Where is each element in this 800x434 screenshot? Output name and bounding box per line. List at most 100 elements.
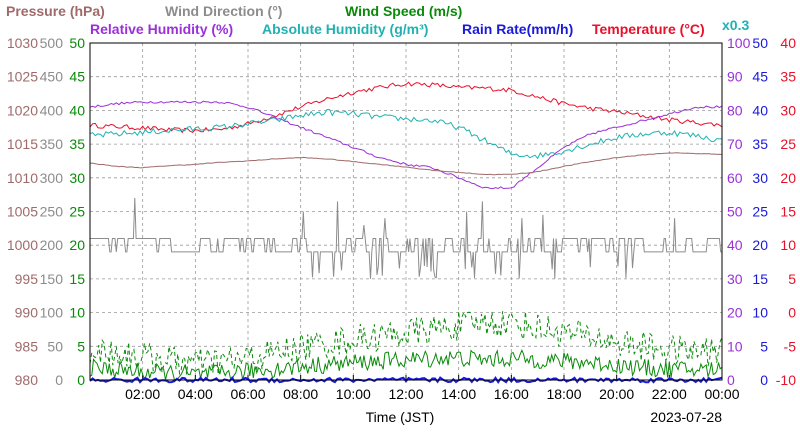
y-tick-wind_direction: 100 <box>40 305 64 321</box>
y-tick-rain_rate: 45 <box>752 69 768 85</box>
x-tick-label: 06:00 <box>230 386 265 402</box>
series-wind-speed-m-s <box>89 349 723 381</box>
y-tick-rain_rate: 25 <box>752 204 768 220</box>
y-tick-rain_rate: 0 <box>760 372 768 388</box>
y-tick-pressure: 1025 <box>7 69 38 85</box>
y-tick-rel_humidity: 70 <box>727 136 743 152</box>
y-tick-pressure: 985 <box>15 338 39 354</box>
plot-frame <box>89 42 723 381</box>
y-tick-rel_humidity: 60 <box>727 170 743 186</box>
y-tick-wind_speed: 40 <box>69 102 85 118</box>
x-axis: 02:00 04:00 06:00 08:00 10:00 12:00 14:00 16:00… <box>125 375 740 402</box>
y-tick-wind_speed: 5 <box>77 338 85 354</box>
x-tick-label: 08:00 <box>283 386 318 402</box>
y-tick-wind_direction: 300 <box>40 170 64 186</box>
y-tick-wind_speed: 35 <box>69 136 85 152</box>
series-absolute-humidity-g-m <box>89 108 723 160</box>
series-pressure-hpa <box>89 152 723 176</box>
y-tick-temperature: 35 <box>780 69 796 85</box>
x-tick-label: 10:00 <box>336 386 371 402</box>
y-tick-rain_rate: 35 <box>752 136 768 152</box>
legend-rain-rate: Rain Rate(mm/h) <box>462 21 573 37</box>
y-tick-temperature: 20 <box>780 170 796 186</box>
y-tick-rain_rate: 20 <box>752 237 768 253</box>
y-tick-wind_speed: 15 <box>69 271 85 287</box>
y-tick-temperature: 0 <box>788 305 796 321</box>
legend-temperature: Temperature (°C) <box>592 21 705 37</box>
y-tick-pressure: 1015 <box>7 136 38 152</box>
x-tick-label: 18:00 <box>546 386 581 402</box>
legend-abs-humidity-scale: x0.3 <box>722 17 749 33</box>
y-tick-wind_direction: 250 <box>40 204 64 220</box>
y-tick-rel_humidity: 20 <box>727 305 743 321</box>
y-tick-wind_speed: 45 <box>69 69 85 85</box>
y-tick-temperature: 15 <box>780 204 796 220</box>
y-tick-rain_rate: 50 <box>752 35 768 51</box>
y-tick-rain_rate: 10 <box>752 305 768 321</box>
y-tick-wind_direction: 350 <box>40 136 64 152</box>
x-tick-label: 16:00 <box>494 386 529 402</box>
y-tick-wind_direction: 50 <box>47 338 63 354</box>
legend-absolute-humidity: Absolute Humidity (g/m³) <box>262 21 428 37</box>
y-axes: 1030102510201015101010051000995990985980… <box>7 35 796 388</box>
y-tick-rel_humidity: 50 <box>727 204 743 220</box>
y-tick-wind_direction: 450 <box>40 69 64 85</box>
grid <box>90 43 722 380</box>
x-tick-label: 12:00 <box>388 386 423 402</box>
y-tick-rel_humidity: 30 <box>727 271 743 287</box>
y-tick-rel_humidity: 90 <box>727 69 743 85</box>
y-tick-rel_humidity: 100 <box>727 35 751 51</box>
series-wind-direction <box>90 197 722 279</box>
y-tick-temperature: 25 <box>780 136 796 152</box>
y-tick-pressure: 995 <box>15 271 39 287</box>
y-tick-pressure: 1000 <box>7 237 38 253</box>
x-axis-label: Time (JST) <box>366 409 435 425</box>
y-tick-rel_humidity: 80 <box>727 102 743 118</box>
y-tick-temperature: -10 <box>776 372 796 388</box>
y-tick-rain_rate: 5 <box>760 338 768 354</box>
y-tick-pressure: 1005 <box>7 204 38 220</box>
legend-wind-speed: Wind Speed (m/s) <box>345 3 462 19</box>
y-tick-wind_speed: 25 <box>69 204 85 220</box>
y-tick-wind_speed: 0 <box>77 372 85 388</box>
y-tick-rel_humidity: 40 <box>727 237 743 253</box>
chart-date: 2023-07-28 <box>650 409 722 425</box>
y-tick-pressure: 990 <box>15 305 39 321</box>
y-tick-wind_direction: 500 <box>40 35 64 51</box>
x-tick-label: 04:00 <box>178 386 213 402</box>
y-tick-pressure: 1020 <box>7 102 38 118</box>
y-tick-pressure: 1010 <box>7 170 38 186</box>
y-tick-rain_rate: 40 <box>752 102 768 118</box>
y-tick-rain_rate: 15 <box>752 271 768 287</box>
y-tick-pressure: 1030 <box>7 35 38 51</box>
y-tick-wind_speed: 10 <box>69 305 85 321</box>
y-tick-wind_direction: 0 <box>55 372 63 388</box>
y-tick-rel_humidity: 0 <box>727 372 735 388</box>
x-tick-label: 14:00 <box>441 386 476 402</box>
x-tick-label: 20:00 <box>599 386 634 402</box>
x-tick-label: 00:00 <box>704 386 739 402</box>
y-tick-wind_speed: 20 <box>69 237 85 253</box>
legend-wind-direction: Wind Direction (°) <box>165 3 282 19</box>
y-tick-temperature: 5 <box>788 271 796 287</box>
y-tick-rain_rate: 30 <box>752 170 768 186</box>
y-tick-pressure: 980 <box>15 372 39 388</box>
y-tick-temperature: -5 <box>784 338 797 354</box>
y-tick-wind_speed: 50 <box>69 35 85 51</box>
y-tick-temperature: 30 <box>780 102 796 118</box>
y-tick-temperature: 10 <box>780 237 796 253</box>
x-tick-label: 02:00 <box>125 386 160 402</box>
series-relative-humidity <box>89 100 723 190</box>
legend-relative-humidity: Relative Humidity (%) <box>90 21 233 37</box>
y-tick-wind_direction: 200 <box>40 237 64 253</box>
y-tick-wind_direction: 400 <box>40 102 64 118</box>
series-wind-gust-m-s <box>89 310 723 376</box>
y-tick-wind_speed: 30 <box>69 170 85 186</box>
y-tick-temperature: 40 <box>780 35 796 51</box>
y-tick-wind_direction: 150 <box>40 271 64 287</box>
y-tick-rel_humidity: 10 <box>727 338 743 354</box>
legend-pressure: Pressure (hPa) <box>6 3 105 19</box>
x-tick-label: 22:00 <box>652 386 687 402</box>
series-temperature-c <box>89 81 723 134</box>
